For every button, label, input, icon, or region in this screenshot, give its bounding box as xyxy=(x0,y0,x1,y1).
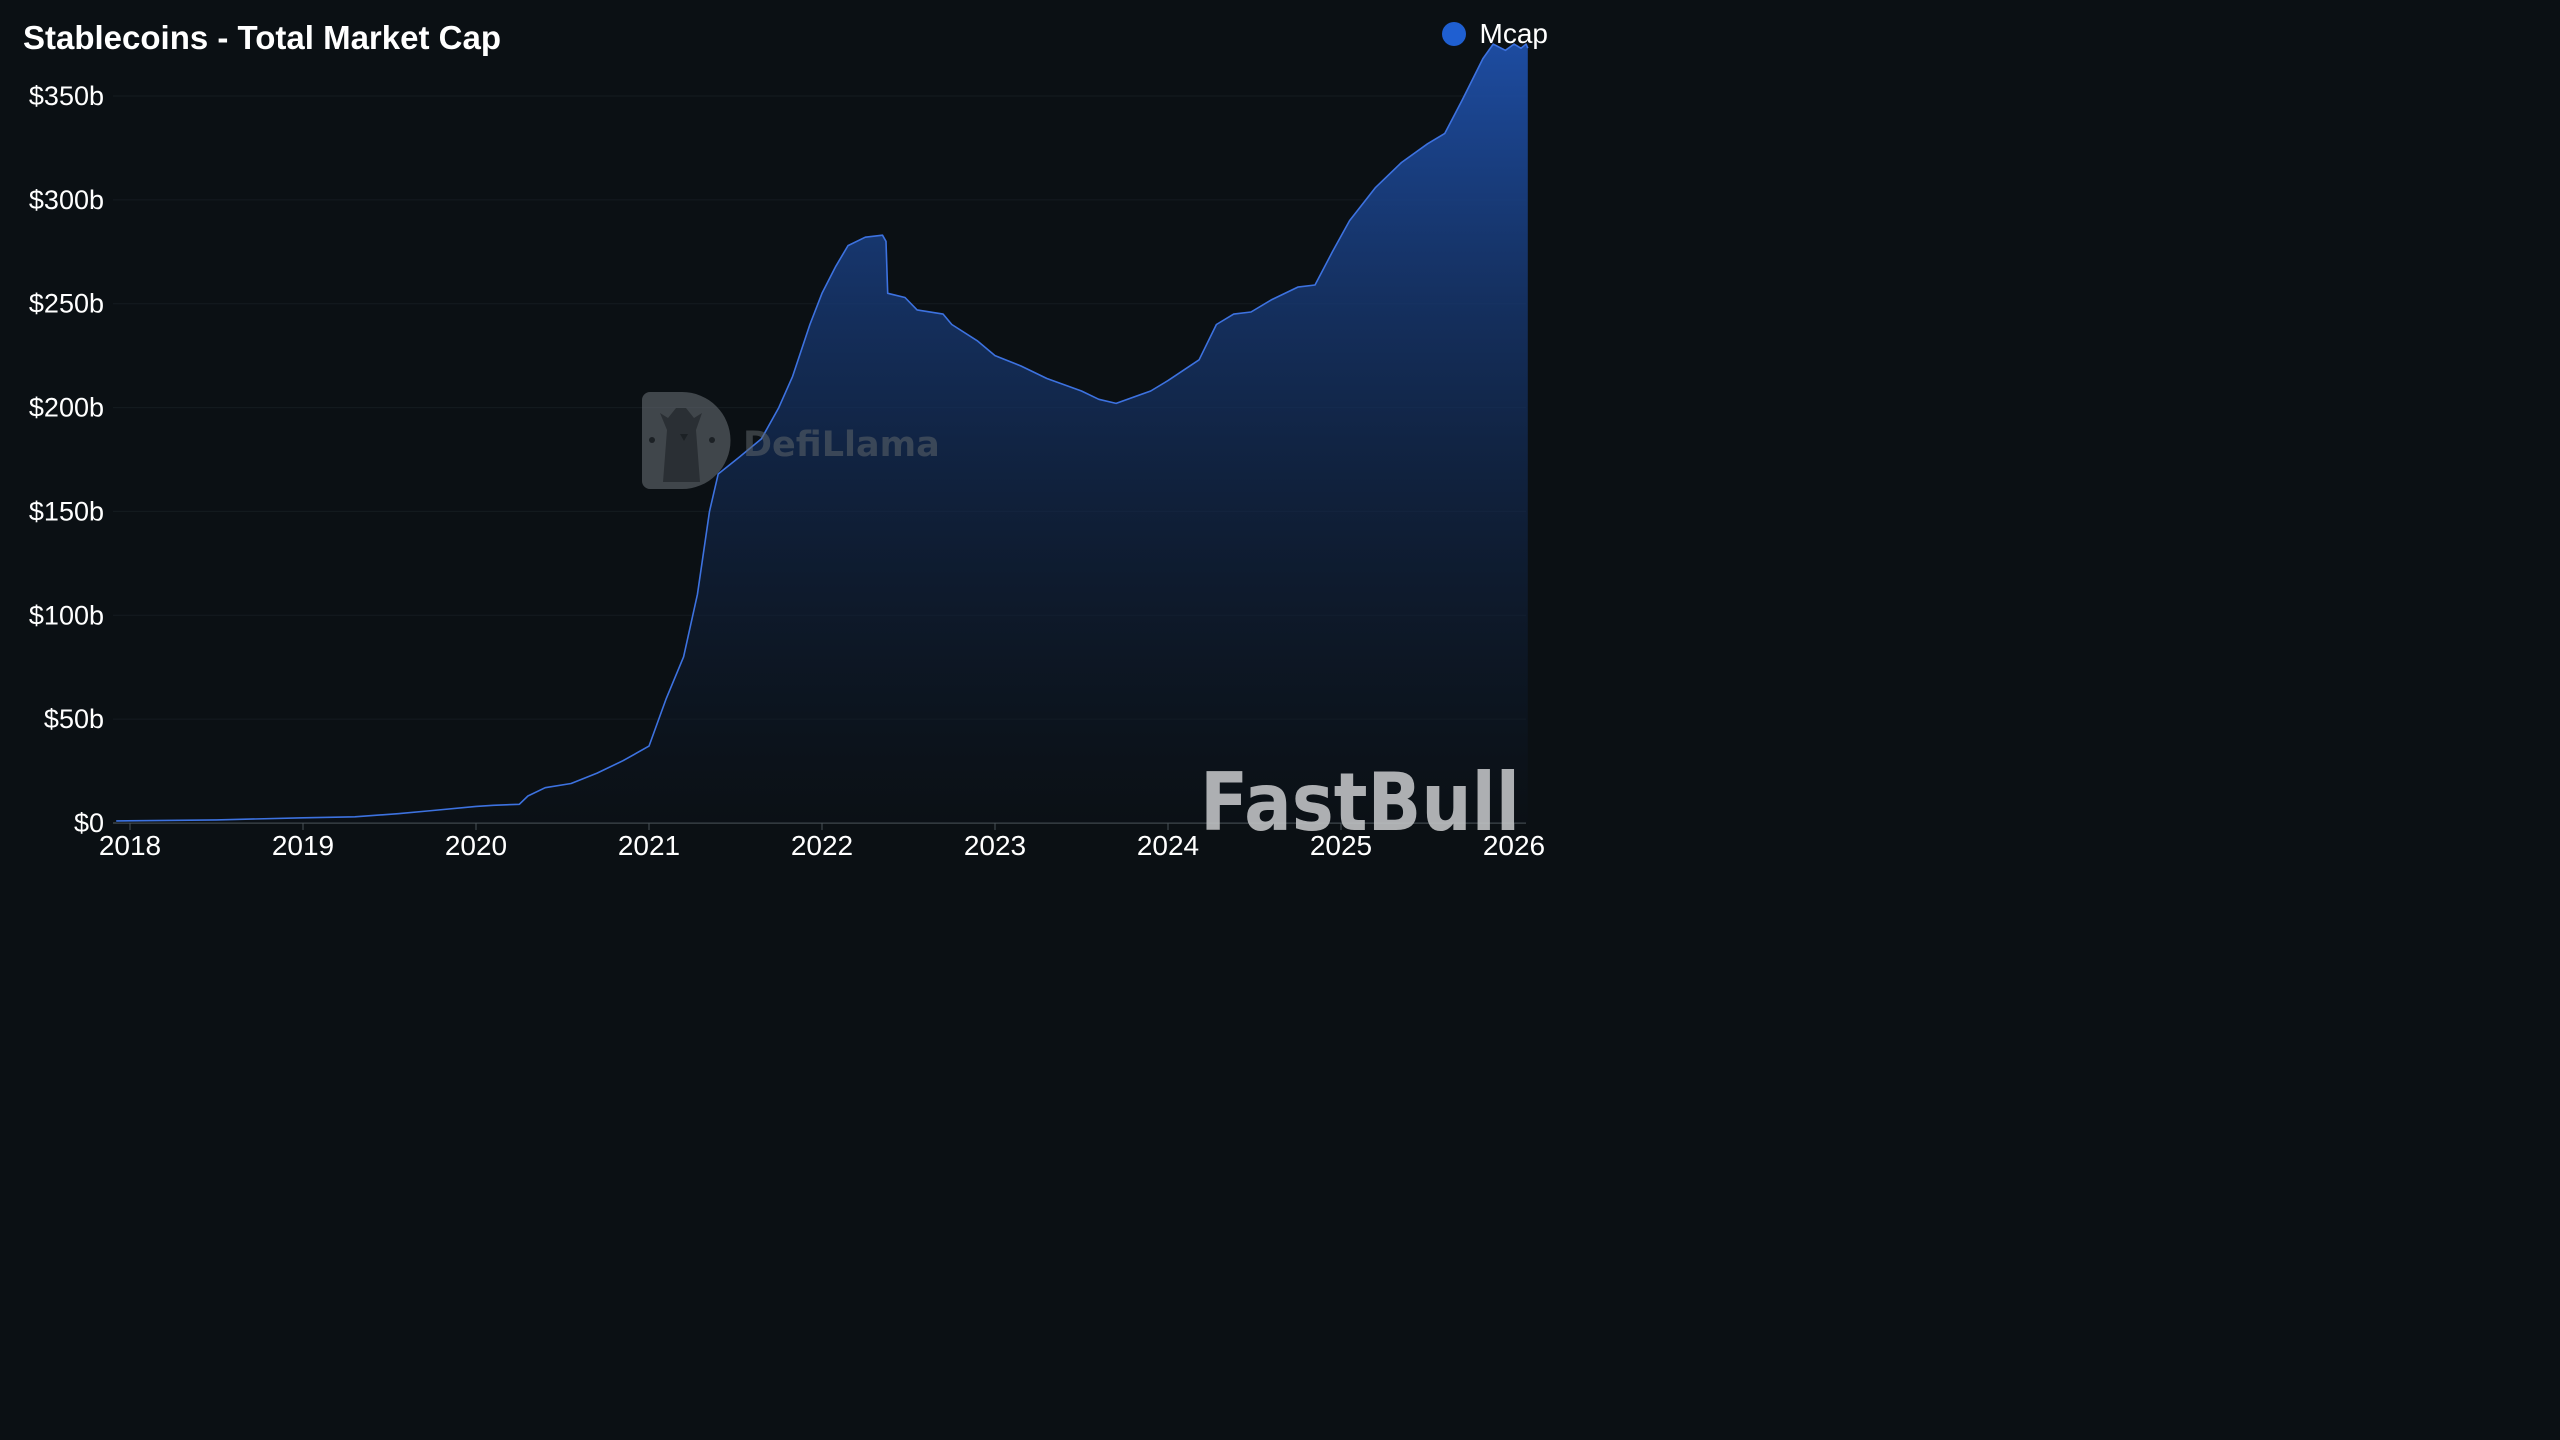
fastbull-watermark-text: FastBull xyxy=(1200,756,1520,849)
y-tick-label: $350b xyxy=(29,81,104,111)
legend-marker-icon xyxy=(1441,22,1466,46)
x-tick-label: 2026 xyxy=(1483,830,1545,861)
chart-title: Stablecoins - Total Market Cap xyxy=(23,19,501,56)
x-tick-label: 2023 xyxy=(964,830,1026,861)
y-tick-label: $100b xyxy=(29,600,104,630)
x-tick-label: 2021 xyxy=(618,830,680,861)
y-tick-label: $50b xyxy=(44,704,104,734)
y-tick-label: $250b xyxy=(29,289,104,319)
fastbull-watermark: FastBull xyxy=(1200,756,1520,849)
llama-logo-icon xyxy=(642,392,731,489)
x-tick-label: 2025 xyxy=(1310,830,1372,861)
y-axis: $0 $50b $100b $150b $200b $250b $300b $350b xyxy=(29,81,104,838)
legend[interactable]: Mcap xyxy=(1441,18,1548,50)
legend-label: Mcap xyxy=(1479,18,1548,49)
mcap-area xyxy=(116,44,1528,824)
defillama-watermark: DefiLlama xyxy=(642,392,940,489)
defillama-watermark-text: DefiLlama xyxy=(743,425,940,465)
y-tick-label: $150b xyxy=(29,496,104,526)
chart-container: $0 $50b $100b $150b $200b $250b $300b $350b 201… xyxy=(0,0,1568,882)
y-tick-label: $200b xyxy=(29,393,104,423)
y-tick-label: $300b xyxy=(29,185,104,215)
mcap-line xyxy=(116,43,1529,822)
x-tick-label: 2022 xyxy=(791,830,853,861)
x-tick-label: 2024 xyxy=(1137,830,1199,861)
y-tick-label: $0 xyxy=(74,808,104,838)
x-tick-label: 2020 xyxy=(445,830,507,861)
x-tick-label: 2018 xyxy=(99,830,161,861)
x-axis: 2018 2019 2020 2021 2022 2023 2024 2025 2026 xyxy=(99,823,1545,861)
chart-svg: $0 $50b $100b $150b $200b $250b $300b $350b 201… xyxy=(29,43,1545,861)
x-tick-label: 2019 xyxy=(272,830,334,861)
